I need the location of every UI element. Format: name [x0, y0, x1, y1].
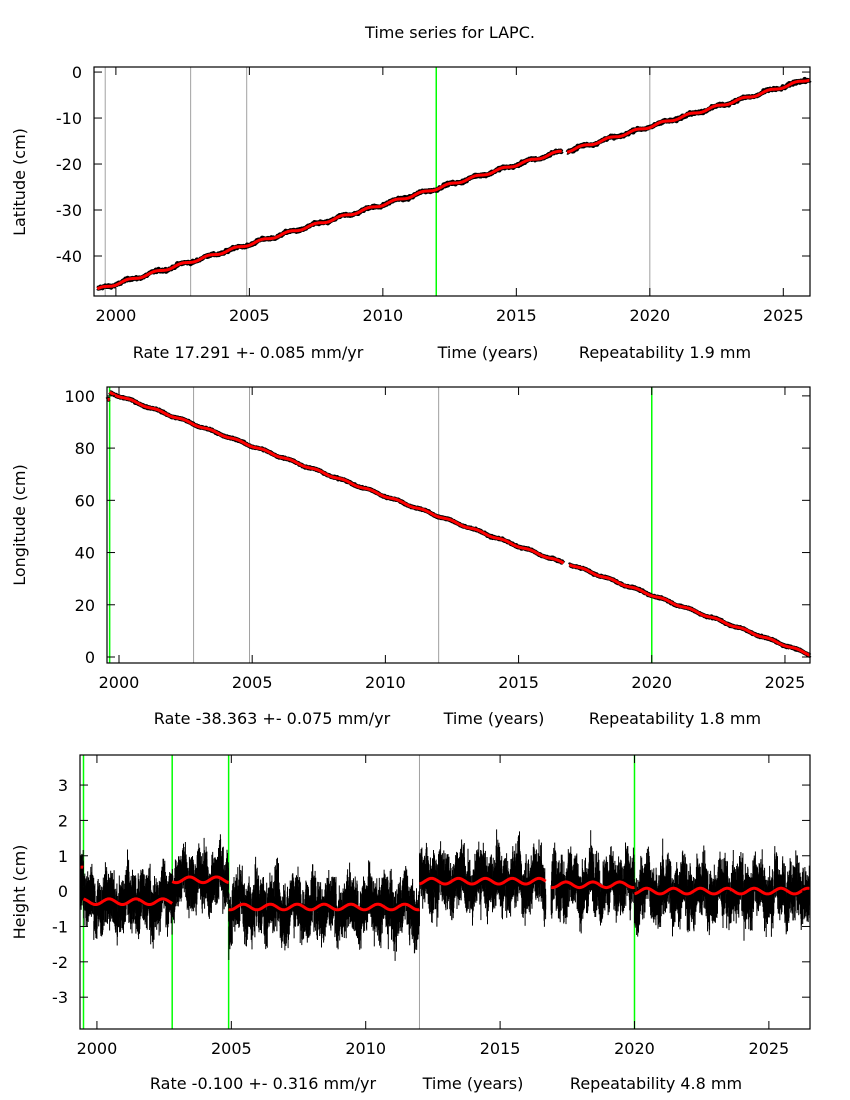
x-axis-label: Time (years): [437, 343, 539, 362]
repeatability-label: Repeatability 4.8 mm: [570, 1074, 742, 1093]
x-tick-label: 2015: [496, 306, 537, 325]
x-tick-label: 2005: [229, 306, 270, 325]
fit-line: [171, 875, 229, 885]
fit-line: [82, 897, 173, 906]
x-tick-label: 2025: [763, 306, 804, 325]
y-axis-label: Latitude (cm): [10, 128, 29, 236]
x-tick-label: 2010: [345, 1039, 386, 1058]
fit-line: [566, 78, 811, 154]
rate-label: Rate 17.291 +- 0.085 mm/yr: [133, 343, 364, 362]
y-tick-label: -2: [52, 953, 68, 972]
y-tick-label: -1: [52, 917, 68, 936]
fit-line: [228, 902, 420, 912]
rate-label: Rate -38.363 +- 0.075 mm/yr: [154, 709, 391, 728]
figure-title: Time series for LAPC.: [364, 23, 535, 42]
y-axis-label: Longitude (cm): [10, 464, 29, 586]
y-tick-label: 40: [75, 544, 95, 563]
y-tick-label: -10: [56, 109, 82, 128]
x-axis-label: Time (years): [422, 1074, 524, 1093]
x-tick-label: 2010: [365, 673, 406, 692]
x-tick-label: 2005: [211, 1039, 252, 1058]
fit-line: [550, 880, 635, 890]
x-tick-label: 2015: [498, 673, 539, 692]
y-axis-label: Height (cm): [10, 845, 29, 940]
latitude-panel: Latitude (cm) Rate 17.291 +- 0.085 mm/yr…: [10, 63, 812, 362]
x-tick-label: 2000: [77, 1039, 118, 1058]
y-tick-label: 0: [85, 648, 95, 667]
y-tick-label: -20: [56, 155, 82, 174]
repeatability-label: Repeatability 1.9 mm: [579, 343, 751, 362]
y-tick-label: 3: [58, 776, 68, 795]
y-tick-label: -3: [52, 988, 68, 1007]
y-tick-label: 0: [58, 882, 68, 901]
x-tick-label: 2015: [480, 1039, 521, 1058]
y-tick-label: 0: [72, 63, 82, 82]
x-tick-label: 2020: [631, 673, 672, 692]
y-tick-label: 1: [58, 847, 68, 866]
rate-label: Rate -0.100 +- 0.316 mm/yr: [150, 1074, 377, 1093]
height-panel: Height (cm) Rate -0.100 +- 0.316 mm/yr T…: [10, 754, 811, 1093]
plot-frame: [79, 754, 811, 1030]
x-tick-label: 2000: [96, 306, 137, 325]
x-tick-label: 2020: [629, 306, 670, 325]
plot-frame: [106, 386, 811, 664]
y-tick-label: 60: [75, 491, 95, 510]
y-tick-label: 2: [58, 811, 68, 830]
x-tick-label: 2010: [362, 306, 403, 325]
y-tick-label: -40: [56, 247, 82, 266]
fit-line: [108, 390, 565, 565]
longitude-panel: Longitude (cm) Rate -38.363 +- 0.075 mm/…: [10, 386, 812, 728]
x-tick-label: 2005: [232, 673, 273, 692]
x-tick-label: 2025: [749, 1039, 790, 1058]
x-tick-label: 2000: [99, 673, 140, 692]
fit-line: [96, 149, 562, 291]
y-tick-label: 20: [75, 596, 95, 615]
x-tick-label: 2020: [614, 1039, 655, 1058]
repeatability-label: Repeatability 1.8 mm: [589, 709, 761, 728]
y-tick-label: 100: [64, 387, 95, 406]
y-tick-label: -30: [56, 201, 82, 220]
plot-frame: [93, 66, 811, 297]
x-axis-label: Time (years): [443, 709, 545, 728]
fit-line: [568, 563, 811, 657]
y-tick-label: 80: [75, 439, 95, 458]
fit-line: [419, 876, 547, 886]
x-tick-label: 2025: [765, 673, 806, 692]
fit-line: [634, 886, 811, 896]
